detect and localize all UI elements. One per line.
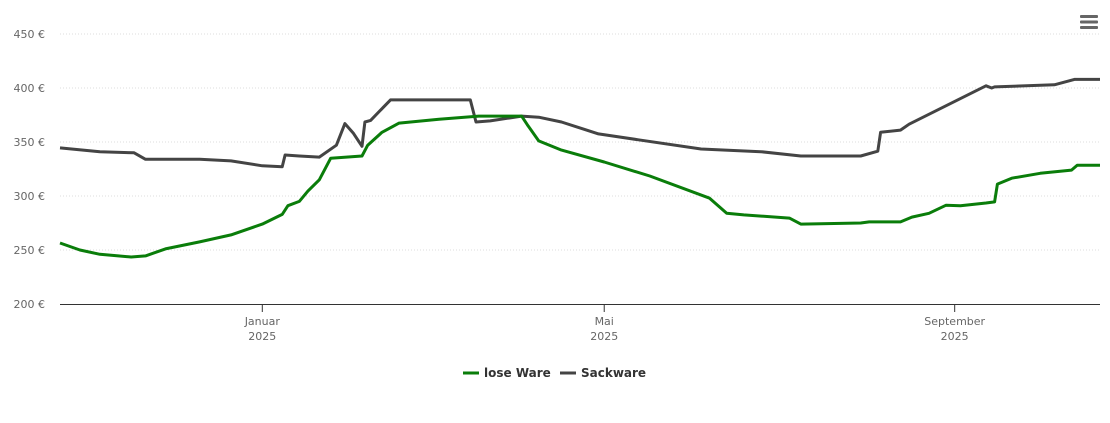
legend-label: Sackware	[581, 366, 646, 380]
x-tick-month: September	[924, 315, 985, 328]
series-line-sackware	[59, 77, 1100, 169]
y-tick-label: 200 €	[14, 298, 46, 311]
legend-label: lose Ware	[484, 366, 551, 380]
menu-icon[interactable]	[1080, 15, 1098, 29]
series-line-lose-ware	[59, 114, 1100, 259]
x-tick-month: Mai	[595, 315, 614, 328]
x-tick-year: 2025	[248, 330, 276, 343]
x-tick-year: 2025	[941, 330, 969, 343]
y-tick-label: 350 €	[14, 136, 46, 149]
x-tick-year: 2025	[590, 330, 618, 343]
x-tick-month: Januar	[244, 315, 281, 328]
y-tick-label: 250 €	[14, 244, 46, 257]
legend-item-sackware[interactable]: Sackware	[560, 366, 646, 380]
y-tick-label: 400 €	[14, 82, 46, 95]
y-tick-label: 300 €	[14, 190, 46, 203]
legend-item-lose-ware[interactable]: lose Ware	[463, 366, 551, 380]
y-tick-label: 450 €	[14, 28, 46, 41]
